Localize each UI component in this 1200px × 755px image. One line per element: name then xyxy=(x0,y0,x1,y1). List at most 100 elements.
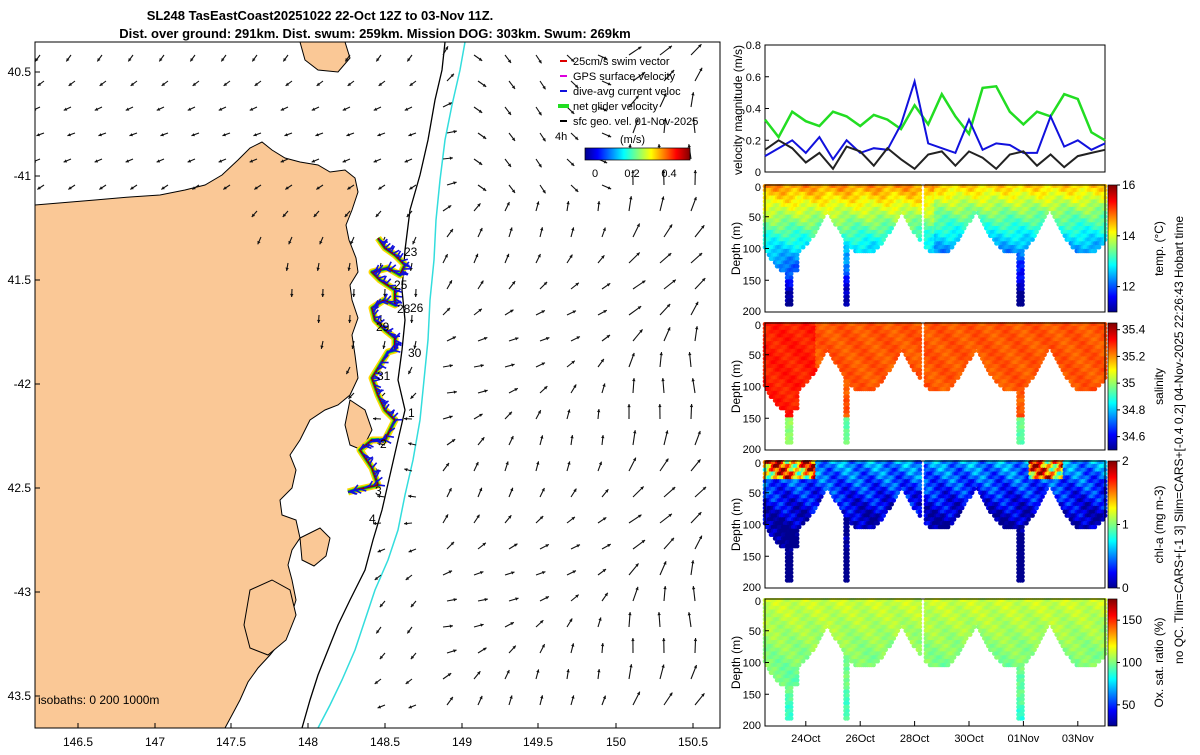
geo-vel-arrow xyxy=(33,159,40,162)
geo-vel-arrow xyxy=(664,693,672,705)
geo-vel-arrow xyxy=(540,133,546,141)
geo-vel-arrow xyxy=(447,74,454,81)
geo-vel-arrow xyxy=(567,310,576,315)
geo-vel-arrow xyxy=(540,596,549,601)
geo-vel-arrow xyxy=(629,47,641,55)
geo-vel-arrow xyxy=(128,55,133,61)
geo-vel-arrow xyxy=(598,569,606,575)
geo-vel-arrow xyxy=(540,185,546,193)
section-clabel: temp. (°C) xyxy=(1152,221,1166,276)
geo-vel-arrow xyxy=(188,107,195,111)
dive-vel-tick xyxy=(387,412,394,413)
geo-vel-arrow xyxy=(509,185,515,193)
geo-vel-arrow xyxy=(536,516,543,523)
geo-vel-arrow xyxy=(602,489,608,497)
geo-vel-arrow xyxy=(664,224,672,237)
map-legend: 25cm/s swim vector GPS surface velocity … xyxy=(555,56,698,180)
geo-vel-arrow xyxy=(478,543,486,549)
geo-vel-arrow xyxy=(443,205,451,211)
geo-vel-arrow xyxy=(219,159,226,162)
geo-vel-arrow xyxy=(633,224,640,237)
geo-vel-arrow xyxy=(37,185,44,189)
geo-vel-arrow xyxy=(474,159,482,165)
geo-vel-arrow xyxy=(664,487,675,497)
section-dot xyxy=(896,215,901,220)
geo-vel-arrow xyxy=(447,598,457,601)
geo-vel-arrow xyxy=(447,181,457,185)
geo-vel-arrow xyxy=(95,159,102,162)
isobaths-label: isobaths: 0 200 1000m xyxy=(38,693,159,707)
map-x-tick-label: 147 xyxy=(145,735,165,749)
geo-vel-arrow xyxy=(540,386,547,393)
section-y-tick-label: 50 xyxy=(749,212,761,224)
cbar-tick-label: 12 xyxy=(1122,280,1136,294)
geo-vel-arrow xyxy=(410,393,416,399)
geo-vel-arrow xyxy=(376,627,381,633)
geo-vel-arrow xyxy=(317,81,323,86)
colorbar-tick-0: 0 xyxy=(592,168,598,180)
section-dot xyxy=(789,302,794,307)
geo-vel-arrow xyxy=(478,281,483,289)
geo-vel-arrow xyxy=(443,364,453,367)
section-y-tick-label: 100 xyxy=(743,244,761,256)
section-y-tick-label: 0 xyxy=(755,182,761,194)
section-dot xyxy=(795,268,800,273)
geo-vel-arrow xyxy=(350,237,354,244)
geo-vel-arrow xyxy=(315,133,323,136)
geo-vel-arrow xyxy=(379,81,385,86)
geo-vel-arrow xyxy=(36,133,44,136)
geo-vel-arrow xyxy=(160,133,168,136)
day-label: 4 xyxy=(369,512,376,526)
geo-vel-arrow xyxy=(536,410,541,419)
geo-vel-arrow xyxy=(443,514,448,523)
geo-vel-arrow xyxy=(695,487,706,497)
day-label: 3 xyxy=(375,484,382,498)
geo-vel-arrow xyxy=(129,133,137,136)
section-colorbar xyxy=(1108,185,1117,312)
geo-vel-arrow xyxy=(536,107,542,115)
geo-vel-arrow xyxy=(100,81,106,86)
geo-vel-arrow xyxy=(567,361,575,367)
geo-vel-arrow xyxy=(373,417,381,420)
geo-vel-arrow xyxy=(474,364,484,367)
geo-vel-arrow xyxy=(664,280,676,289)
geo-vel-arrow xyxy=(627,404,630,419)
geo-vel-arrow xyxy=(474,571,483,575)
geo-vel-arrow xyxy=(566,669,569,679)
geo-vel-arrow xyxy=(691,302,698,315)
dive-vel-tick xyxy=(374,317,381,318)
geo-vel-arrow xyxy=(376,211,381,217)
section-dot xyxy=(795,406,800,411)
geo-vel-arrow xyxy=(98,133,106,136)
geo-vel-arrow xyxy=(660,561,666,575)
geo-vel-arrow xyxy=(695,278,705,289)
geo-vel-arrow xyxy=(628,612,631,627)
geo-vel-arrow xyxy=(283,55,288,61)
geo-vel-arrow xyxy=(661,378,664,393)
geo-vel-arrow xyxy=(536,571,545,575)
geo-vel-arrow xyxy=(602,593,608,601)
geo-vel-arrow xyxy=(64,107,71,111)
geo-vel-arrow xyxy=(505,412,512,419)
geo-vel-arrow xyxy=(505,254,509,263)
geo-vel-arrow xyxy=(602,335,610,341)
geo-vel-arrow xyxy=(447,336,456,341)
geo-vel-arrow xyxy=(377,133,385,136)
geo-vel-arrow xyxy=(540,282,547,289)
legend-geo-label: sfc geo. vel. 01-Nov-2025 xyxy=(573,116,698,128)
geo-vel-arrow xyxy=(478,185,486,191)
geo-vel-arrow xyxy=(660,459,668,471)
geo-vel-arrow xyxy=(602,133,611,137)
geo-vel-arrow xyxy=(443,157,453,160)
legend-net-label: net glider velocity xyxy=(573,101,658,113)
geo-vel-arrow xyxy=(474,414,483,419)
geo-vel-arrow xyxy=(691,665,697,679)
geo-vel-arrow xyxy=(694,638,697,653)
map-y-tick-label: 42.5 xyxy=(8,481,32,495)
geo-vel-arrow xyxy=(571,185,578,192)
geo-vel-arrow xyxy=(602,185,611,189)
day-label: 23 xyxy=(404,245,418,259)
geo-vel-arrow xyxy=(598,462,602,471)
geo-vel-arrow xyxy=(540,227,543,237)
title-line-2: Dist. over ground: 291km. Dist. swum: 25… xyxy=(119,26,631,41)
